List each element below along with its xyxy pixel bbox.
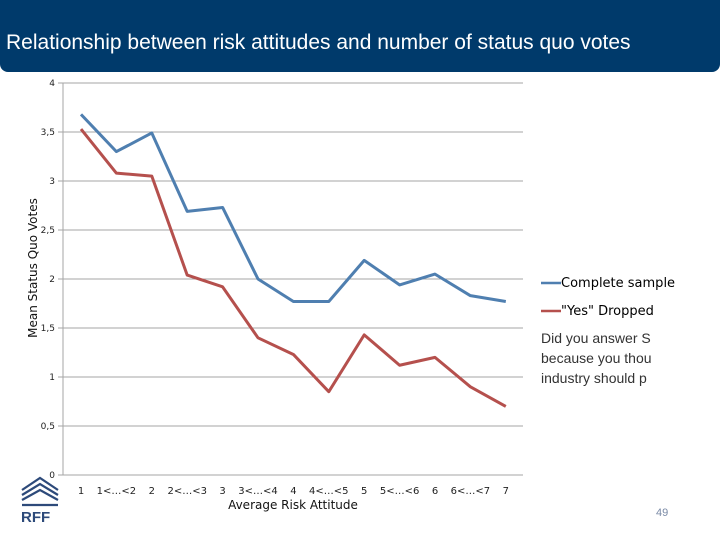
x-tick-label: 7 bbox=[503, 486, 509, 497]
x-axis-ticks: 1 1<…<2 2 2<…<3 3 3<…<4 4 4<…<5 5 5<…<6 6 6<…<7 7 bbox=[78, 486, 509, 497]
series-line-1 bbox=[79, 113, 507, 304]
title-bar: Relationship between risk attitudes and … bbox=[0, 0, 720, 72]
y-tick-label: 3,5 bbox=[41, 128, 55, 138]
y-axis-title: Mean Status Quo Votes bbox=[26, 198, 40, 338]
x-tick-label: 2 bbox=[149, 486, 155, 497]
x-tick-label: 6 bbox=[432, 486, 438, 497]
legend-label: Complete sample bbox=[561, 276, 675, 291]
note-line: because you thou bbox=[541, 350, 652, 366]
y-tick-label: 1,5 bbox=[41, 324, 55, 334]
y-tick-label: 4 bbox=[49, 79, 55, 89]
note-line: Did you answer S bbox=[541, 330, 651, 346]
x-tick-label: 4 bbox=[290, 486, 296, 497]
x-tick-label: 6<…<7 bbox=[451, 486, 490, 497]
question-note: Did you answer S because you thou indust… bbox=[541, 328, 667, 388]
rff-logo-icon bbox=[21, 476, 59, 507]
x-tick-label: 1<…<2 bbox=[97, 486, 136, 497]
x-tick-label: 5<…<6 bbox=[380, 486, 419, 497]
y-tick-label: 2 bbox=[49, 275, 55, 285]
y-tick-label: 3 bbox=[49, 177, 55, 187]
x-tick-label: 5 bbox=[361, 486, 367, 497]
x-axis-title: Average Risk Attitude bbox=[228, 498, 358, 512]
x-tick-label: 3 bbox=[219, 486, 225, 497]
page-number: 49 bbox=[656, 507, 669, 519]
x-tick-label: 1 bbox=[78, 486, 84, 497]
series-lines bbox=[79, 113, 507, 408]
y-tick-label: 0 bbox=[49, 471, 55, 481]
gridlines bbox=[58, 82, 523, 476]
x-tick-label: 3<…<4 bbox=[238, 486, 277, 497]
y-tick-label: 2,5 bbox=[41, 226, 55, 236]
x-tick-label: 4<…<5 bbox=[309, 486, 348, 497]
legend-label: "Yes" Dropped bbox=[561, 304, 654, 319]
legend: Complete sample "Yes" Dropped bbox=[541, 276, 675, 319]
x-tick-label: 2<…<3 bbox=[167, 486, 206, 497]
y-axis-ticks: 0 0,5 1 1,5 2 2,5 3 3,5 4 bbox=[41, 79, 56, 481]
rff-logo-text: RFF bbox=[21, 509, 50, 524]
note-line: industry should p bbox=[541, 370, 647, 386]
y-tick-label: 0,5 bbox=[41, 422, 55, 432]
slide-title: Relationship between risk attitudes and … bbox=[6, 31, 631, 54]
y-tick-label: 1 bbox=[49, 373, 55, 383]
series-line-2 bbox=[79, 128, 507, 408]
rff-logo: RFF bbox=[21, 476, 59, 524]
